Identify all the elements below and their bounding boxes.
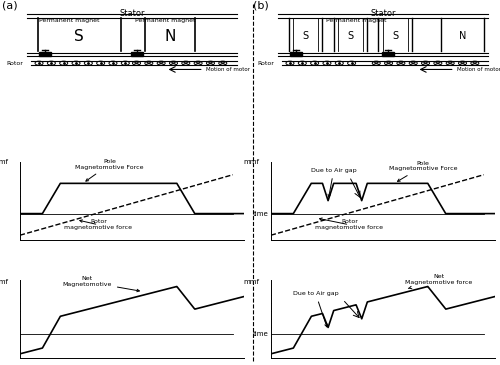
Bar: [131, 52, 143, 56]
Text: Pole
Magnetomotive Force: Pole Magnetomotive Force: [76, 159, 144, 181]
Text: Net
Magnetomotive force: Net Magnetomotive force: [406, 274, 472, 289]
Text: mmf: mmf: [0, 159, 9, 165]
Text: time: time: [253, 211, 269, 216]
Text: S: S: [74, 29, 84, 44]
Text: Stator: Stator: [120, 9, 145, 18]
Text: mmf: mmf: [244, 159, 260, 165]
Text: (a): (a): [2, 0, 18, 11]
Text: S: S: [302, 31, 308, 41]
Text: Motion of motor: Motion of motor: [457, 67, 500, 72]
Text: Due to Air gap: Due to Air gap: [311, 168, 356, 197]
Text: Pole
Magnetomotive Force: Pole Magnetomotive Force: [389, 161, 458, 181]
Text: mmf: mmf: [244, 278, 260, 284]
Text: Permanent magnet: Permanent magnet: [39, 18, 100, 23]
Text: Rotor
magnetomotive force: Rotor magnetomotive force: [64, 219, 132, 230]
Text: Permanent magnet: Permanent magnet: [326, 18, 386, 23]
Text: Permanent magnet: Permanent magnet: [136, 18, 196, 23]
Text: Stator: Stator: [370, 9, 396, 18]
Text: N: N: [459, 31, 466, 41]
Text: time: time: [253, 331, 269, 337]
Text: Net
Magnetomotive: Net Magnetomotive: [62, 276, 140, 292]
Text: Rotor: Rotor: [258, 61, 274, 66]
Text: Rotor: Rotor: [6, 61, 24, 66]
Bar: [39, 52, 52, 56]
Text: S: S: [348, 31, 354, 41]
Text: S: S: [392, 31, 398, 41]
Bar: [382, 52, 394, 56]
Bar: [290, 52, 302, 56]
Text: N: N: [164, 29, 176, 44]
Text: (b): (b): [253, 0, 269, 11]
Text: Rotor
magnetomotive force: Rotor magnetomotive force: [316, 218, 384, 230]
Text: Motion of motor: Motion of motor: [206, 67, 250, 72]
Text: mmf: mmf: [0, 278, 9, 284]
Text: Due to Air gap: Due to Air gap: [293, 292, 339, 327]
